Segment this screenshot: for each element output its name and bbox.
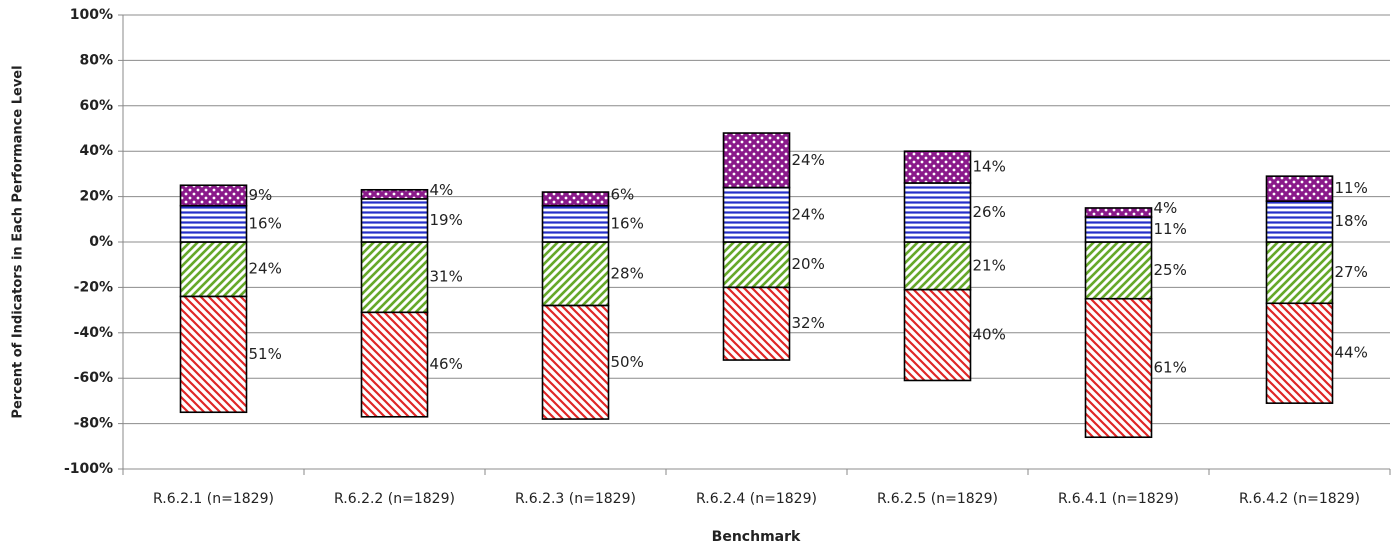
data-label: 27%: [1335, 263, 1368, 281]
x-tick-label: R.6.2.5 (n=1829): [877, 491, 998, 507]
data-label: 11%: [1335, 179, 1368, 197]
data-label: 50%: [611, 353, 644, 371]
x-tick-label: R.6.2.3 (n=1829): [515, 491, 636, 507]
y-axis-label: Percent of Indicators in Each Performanc…: [11, 65, 26, 418]
y-tick-label: 60%: [79, 98, 113, 114]
bar-segment: [179, 204, 248, 243]
data-label: 24%: [792, 151, 825, 169]
data-label: 40%: [973, 326, 1006, 344]
bar-segment: [1265, 175, 1334, 202]
bar-segment: [541, 304, 610, 420]
data-label: 21%: [973, 256, 1006, 274]
x-tick-label: R.6.4.2 (n=1829): [1239, 491, 1360, 507]
bar-segment: [722, 241, 791, 289]
bar-segment: [541, 204, 610, 243]
bar-segment: [179, 184, 248, 207]
bar-segment: [1084, 241, 1153, 300]
bar-segment: [1265, 302, 1334, 404]
bar-segment: [541, 191, 610, 207]
data-label: 25%: [1154, 261, 1187, 279]
bar-segment: [179, 241, 248, 298]
y-tick-label: -40%: [74, 325, 113, 341]
bar-segment: [722, 286, 791, 361]
data-label: 16%: [611, 214, 644, 232]
data-label: 6%: [611, 185, 635, 203]
data-label: 11%: [1154, 220, 1187, 238]
data-label: 4%: [1154, 199, 1178, 217]
data-label: 28%: [611, 264, 644, 282]
bar-segment: [360, 311, 429, 418]
y-tick-label: -100%: [64, 461, 113, 477]
y-tick-label: 0%: [89, 234, 113, 250]
bar-segment: [360, 188, 429, 200]
data-label: 19%: [430, 211, 463, 229]
data-label: 32%: [792, 314, 825, 332]
bar-segment: [1084, 297, 1153, 439]
data-label: 31%: [430, 268, 463, 286]
bar-segment: [722, 186, 791, 243]
x-tick-label: R.6.2.1 (n=1829): [153, 491, 274, 507]
bar-segment: [179, 295, 248, 414]
x-tick-label: R.6.4.1 (n=1829): [1058, 491, 1179, 507]
bar-segment: [1265, 241, 1334, 305]
x-axis-label: Benchmark: [712, 529, 801, 545]
bar-segment: [903, 288, 972, 382]
y-tick-label: 40%: [79, 143, 113, 159]
y-tick-label: 20%: [79, 189, 113, 205]
y-tick-label: -20%: [74, 279, 113, 295]
bar-segment: [722, 132, 791, 189]
data-label: 46%: [430, 355, 463, 373]
x-tick-label: R.6.2.4 (n=1829): [696, 491, 817, 507]
y-tick-label: -80%: [74, 416, 113, 432]
data-label: 51%: [249, 345, 282, 363]
data-label: 20%: [792, 255, 825, 273]
bar-segment: [360, 241, 429, 314]
bar-segment: [903, 150, 972, 184]
y-tick-label: 100%: [70, 7, 113, 23]
data-label: 24%: [792, 205, 825, 223]
y-tick-label: -60%: [74, 370, 113, 386]
data-label: 61%: [1154, 358, 1187, 376]
data-label: 24%: [249, 260, 282, 278]
bar-segment: [903, 241, 972, 291]
bar-segment: [360, 198, 429, 243]
x-tick-label: R.6.2.2 (n=1829): [334, 491, 455, 507]
data-label: 44%: [1335, 344, 1368, 362]
data-label: 9%: [249, 186, 273, 204]
data-label: 14%: [973, 158, 1006, 176]
bar-segment: [1084, 216, 1153, 243]
data-label: 4%: [430, 181, 454, 199]
bar-segment: [903, 182, 972, 243]
data-label: 18%: [1335, 212, 1368, 230]
y-tick-label: 80%: [79, 52, 113, 68]
data-label: 26%: [973, 203, 1006, 221]
bar-segment: [1265, 200, 1334, 243]
bar-segment: [1084, 207, 1153, 218]
data-label: 16%: [249, 214, 282, 232]
bar-segment: [541, 241, 610, 307]
